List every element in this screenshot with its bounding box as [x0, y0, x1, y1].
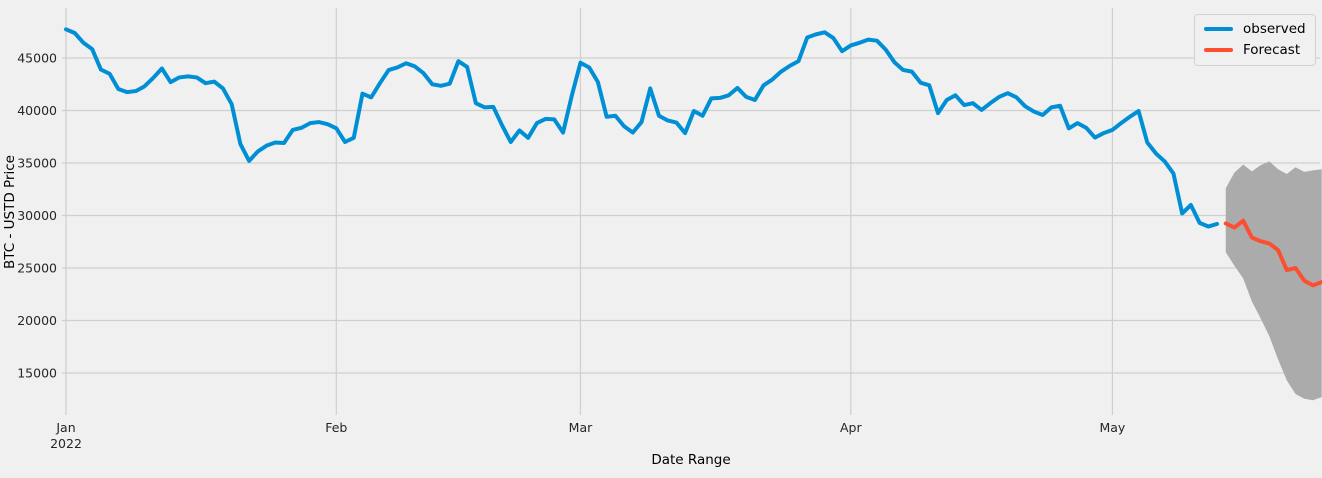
y-axis-title: BTC - USTD Price: [2, 155, 18, 269]
x-tick-sublabel: 2022: [50, 436, 82, 451]
y-tick-label: 15000: [17, 366, 57, 381]
legend-item-forecast: Forecast: [1204, 41, 1305, 58]
x-tick-label: Mar: [569, 420, 593, 435]
legend: observed Forecast: [1194, 14, 1316, 66]
y-tick-label: 30000: [17, 208, 57, 223]
observed-line-swatch: [1204, 27, 1233, 32]
forecast-line: [1223, 218, 1322, 288]
y-tick-label: 40000: [17, 103, 57, 118]
series-lines: [64, 27, 1322, 288]
observed-line: [64, 27, 1220, 229]
x-tick-label: Feb: [325, 420, 347, 435]
legend-label-observed: observed: [1243, 21, 1306, 37]
x-tick-label: Jan: [55, 420, 75, 435]
y-axis-tick-labels: 15000 20000 25000 30000 35000 40000 45000: [17, 51, 57, 381]
x-tick-label: Apr: [840, 420, 862, 435]
legend-label-forecast: Forecast: [1243, 41, 1301, 58]
y-tick-label: 20000: [17, 313, 57, 328]
forecast-line-swatch: [1204, 48, 1233, 53]
y-tick-label: 25000: [17, 261, 57, 276]
legend-item-observed: observed: [1204, 21, 1306, 37]
y-tick-label: 45000: [17, 51, 57, 66]
x-tick-label: May: [1099, 420, 1125, 435]
y-tick-label: 35000: [17, 156, 57, 171]
gridlines: [62, 8, 1320, 415]
forecast-confidence-band: [1225, 161, 1322, 401]
x-axis-title: Date Range: [651, 452, 730, 468]
confidence-band-polygon: [1225, 161, 1322, 401]
